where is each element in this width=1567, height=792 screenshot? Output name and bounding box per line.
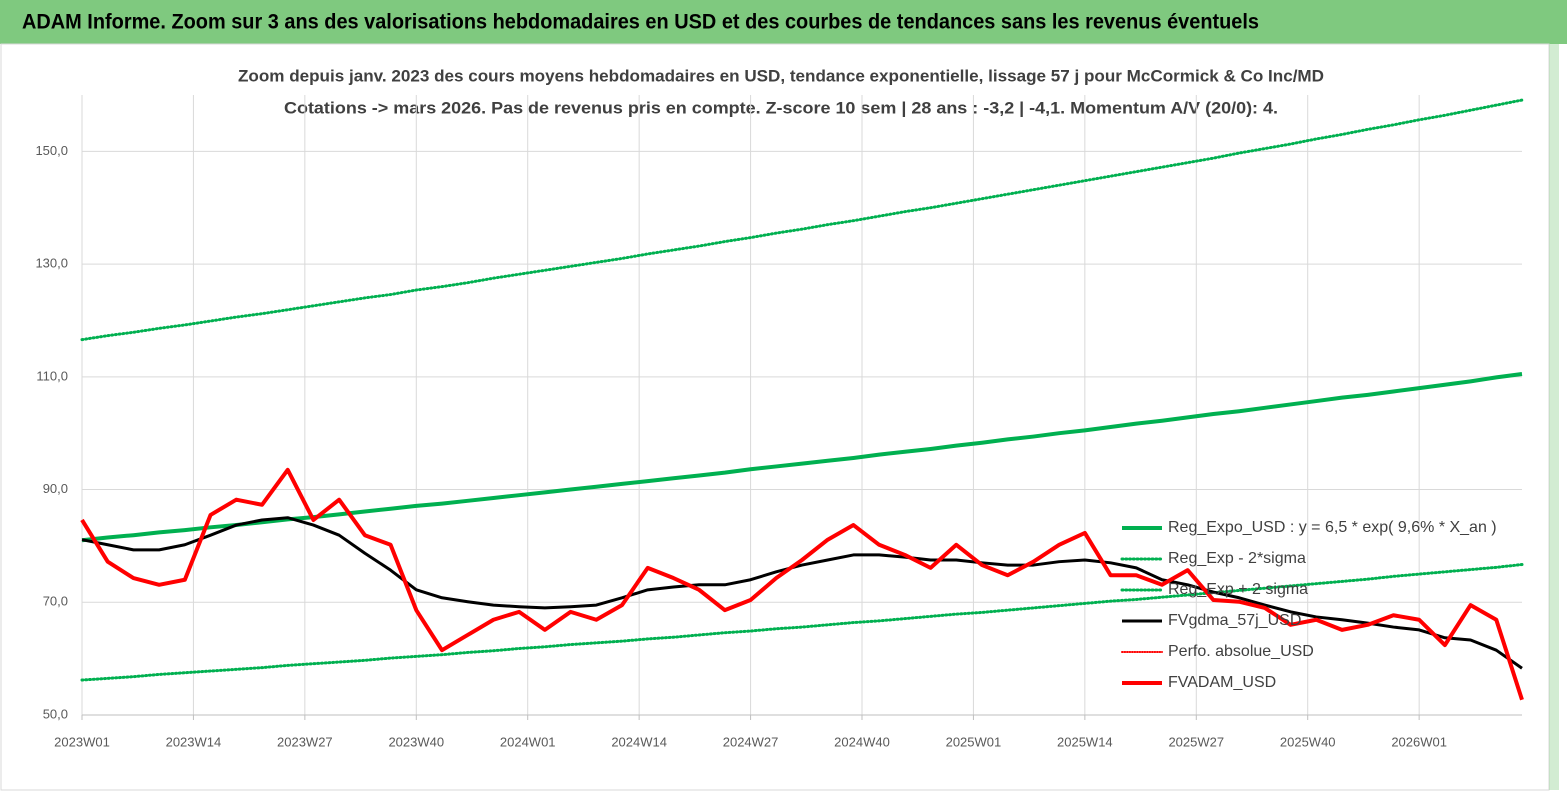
x-tick-label: 2025W01	[946, 734, 1002, 749]
x-tick-label: 2025W27	[1168, 734, 1224, 749]
x-tick-label: 2024W27	[723, 734, 779, 749]
x-tick-label: 2025W14	[1057, 734, 1113, 749]
x-tick-label: 2025W40	[1280, 734, 1336, 749]
chart-subtitle: Zoom depuis janv. 2023 des cours moyens …	[238, 66, 1324, 85]
x-tick-label: 2023W40	[388, 734, 444, 749]
plot-area	[80, 98, 1524, 701]
series-line	[81, 372, 1523, 543]
legend: Reg_Expo_USD : y = 6,5 * exp( 9,6% * X_a…	[1120, 519, 1497, 691]
chart-title: ADAM Informe. Zoom sur 3 ans des valoris…	[22, 11, 1259, 34]
y-tick-label: 130,0	[35, 256, 68, 271]
x-tick-label: 2024W40	[834, 734, 890, 749]
legend-label: Reg_Exp - 2*sigma	[1168, 550, 1306, 567]
x-tick-label: 2024W14	[611, 734, 667, 749]
x-tick-label: 2023W27	[277, 734, 333, 749]
y-tick-label: 110,0	[36, 368, 68, 383]
legend-label: Reg_Expo_USD : y = 6,5 * exp( 9,6% * X_a…	[1168, 519, 1497, 536]
chart-subtitle: Cotations -> mars 2026. Pas de revenus p…	[284, 98, 1278, 117]
x-tick-label: 2026W01	[1391, 734, 1447, 749]
x-tick-label: 2023W14	[166, 734, 222, 749]
chart-frame	[0, 43, 1550, 791]
y-tick-label: 90,0	[43, 481, 68, 496]
series-line	[80, 563, 1524, 682]
series-line	[80, 98, 1524, 342]
legend-label: Reg_Exp + 2 sigma	[1168, 581, 1308, 598]
y-tick-label: 150,0	[35, 143, 68, 158]
y-tick-label: 50,0	[43, 706, 68, 721]
grid: 50,0 70,0 90,0 110,0 130,0 150,0 2023W01 2023W1…	[35, 95, 1522, 749]
series-line	[80, 467, 1524, 701]
legend-label: Perfo. absolue_USD	[1168, 643, 1314, 660]
legend-label: FVgdma_57j_USD	[1168, 612, 1301, 629]
legend-label: FVADAM_USD	[1168, 674, 1276, 691]
x-tick-label: 2024W01	[500, 734, 556, 749]
x-tick-label: 2023W01	[54, 734, 110, 749]
series-line	[81, 516, 1523, 670]
header-bar	[0, 0, 1567, 44]
right-edge	[1549, 44, 1559, 790]
y-tick-label: 70,0	[43, 594, 68, 609]
